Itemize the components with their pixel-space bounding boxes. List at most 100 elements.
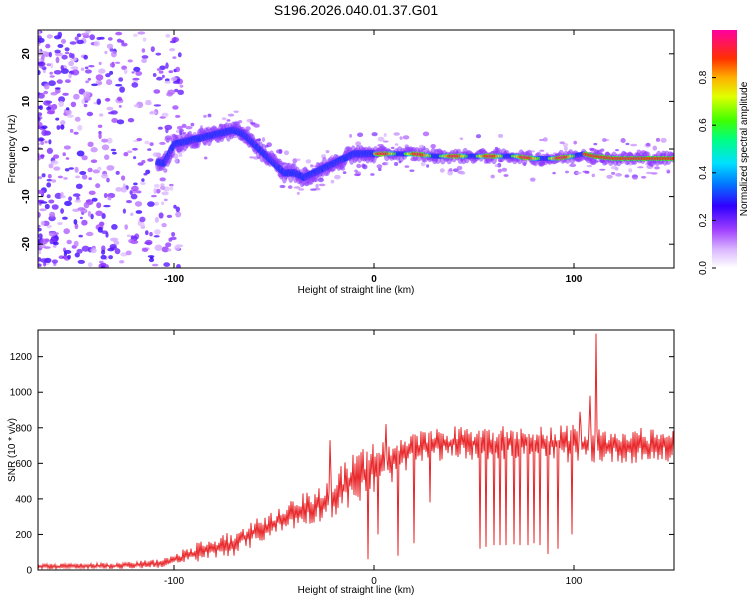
spectrogram-noise-blob bbox=[153, 89, 161, 94]
snr-ylabel: SNR (10 * v/v) bbox=[7, 418, 18, 482]
spectrogram-halo-blob bbox=[278, 149, 283, 154]
spectrogram-noise-blob bbox=[62, 216, 68, 220]
spectrogram-noise-blob bbox=[87, 167, 93, 173]
spectrogram-noise-blob bbox=[139, 216, 146, 223]
spectrogram-noise-blob bbox=[106, 165, 115, 171]
spectrogram-noise-blob bbox=[89, 34, 95, 41]
spectrogram-noise-blob bbox=[165, 242, 172, 248]
spectrogram-noise-blob bbox=[45, 43, 51, 49]
spectrogram-noise-blob bbox=[147, 158, 154, 162]
snr-frame bbox=[37, 329, 675, 571]
spectrogram-noise-blob bbox=[51, 204, 59, 210]
spectrogram-noise-blob bbox=[72, 193, 81, 197]
spectrogram-noise-blob bbox=[69, 128, 74, 133]
spectrogram-noise-blob bbox=[153, 183, 160, 188]
snr-xtick-label: 100 bbox=[566, 576, 583, 587]
spectrogram-noise-blob bbox=[135, 210, 143, 214]
spectrogram-noise-blob bbox=[101, 230, 108, 234]
spectrogram-halo-blob bbox=[354, 169, 358, 173]
spectrogram-noise-blob bbox=[125, 250, 132, 256]
spectrogram-halo-blob bbox=[377, 136, 385, 142]
spectrogram-noise-blob bbox=[73, 131, 79, 135]
spectrogram-noise-blob bbox=[127, 150, 133, 153]
spectrogram-noise-blob bbox=[141, 55, 149, 59]
spectrogram-halo-blob bbox=[620, 138, 626, 143]
spectrogram-halo-blob bbox=[334, 174, 341, 180]
spectrogram-halo-blob bbox=[589, 147, 595, 151]
spectrogram-noise-blob bbox=[115, 187, 123, 192]
spectrogram-noise-blob bbox=[169, 40, 176, 44]
spectrogram-noise-blob bbox=[160, 183, 165, 187]
spectrogram-noise-blob bbox=[153, 235, 160, 238]
spectrogram-noise-blob bbox=[54, 87, 61, 90]
spectrogram-noise-blob bbox=[90, 159, 98, 163]
spectrogram-noise-blob bbox=[104, 154, 110, 160]
spectrogram-noise-blob bbox=[46, 110, 55, 115]
spectrogram-noise-blob bbox=[62, 152, 66, 157]
spectrogram-noise-blob bbox=[123, 68, 128, 75]
spectrogram-noise-blob bbox=[98, 68, 106, 74]
spectrogram-halo-blob bbox=[394, 143, 399, 146]
spectrogram-noise-blob bbox=[141, 48, 146, 53]
spectrogram-noise-blob bbox=[38, 121, 43, 128]
spectrogram-ytick-label: 20 bbox=[21, 48, 32, 60]
colorbar-label: Normalized spectral amplitude bbox=[739, 81, 750, 216]
spectrogram-noise-blob bbox=[179, 84, 184, 88]
spectrogram-noise-blob bbox=[87, 262, 93, 268]
spectrogram-noise-blob bbox=[68, 167, 74, 170]
spectrogram-noise-blob bbox=[106, 137, 113, 144]
spectrogram-halo-blob bbox=[610, 165, 618, 170]
spectrogram-image bbox=[38, 30, 674, 268]
spectrogram-halo-blob bbox=[250, 122, 256, 125]
spectrogram-noise-blob bbox=[82, 91, 91, 98]
spectrogram-noise-blob bbox=[165, 33, 171, 38]
spectrogram-noise-blob bbox=[168, 70, 174, 74]
spectrogram-noise-blob bbox=[81, 98, 85, 105]
spectrogram-noise-blob bbox=[38, 48, 41, 52]
spectrogram-halo-blob bbox=[422, 131, 430, 137]
spectrogram-noise-blob bbox=[149, 142, 154, 147]
spectrogram-noise-blob bbox=[130, 212, 134, 216]
spectrogram-noise-blob bbox=[90, 213, 94, 220]
spectrogram-halo-blob bbox=[310, 188, 317, 191]
spectrogram-noise-blob bbox=[38, 176, 43, 180]
spectrogram-noise-blob bbox=[68, 60, 74, 67]
spectrogram-noise-blob bbox=[133, 66, 141, 72]
spectrogram-halo-blob bbox=[185, 126, 193, 130]
spectrogram-noise-blob bbox=[147, 148, 152, 151]
spectrogram-halo-blob bbox=[447, 170, 453, 176]
spectrogram-halo-blob bbox=[159, 141, 166, 145]
spectrogram-noise-blob bbox=[40, 238, 48, 245]
spectrogram-noise-blob bbox=[109, 62, 116, 68]
spectrogram-noise-blob bbox=[87, 210, 92, 217]
spectrogram-noise-blob bbox=[43, 83, 50, 90]
spectrogram-halo-blob bbox=[356, 163, 362, 169]
spectrogram-noise-blob bbox=[133, 182, 138, 186]
colorbar-gradient bbox=[712, 30, 737, 268]
spectrogram-halo-blob bbox=[452, 168, 459, 172]
spectrogram-noise-blob bbox=[38, 263, 42, 267]
spectrogram-noise-blob bbox=[106, 106, 114, 111]
spectrogram-noise-blob bbox=[99, 36, 105, 40]
spectrogram-noise-blob bbox=[140, 181, 146, 186]
spectrogram-halo-blob bbox=[606, 174, 613, 179]
spectrogram-noise-blob bbox=[53, 154, 60, 159]
spectrogram-noise-blob bbox=[97, 166, 102, 171]
spectrogram-noise-blob bbox=[40, 154, 44, 160]
spectrogram-noise-blob bbox=[175, 114, 181, 118]
spectrogram-halo-blob bbox=[382, 140, 389, 143]
spectrogram-noise-blob bbox=[121, 175, 126, 181]
spectrogram-noise-blob bbox=[49, 75, 55, 78]
spectrogram-noise-blob bbox=[161, 246, 169, 253]
spectrogram-noise-blob bbox=[171, 232, 176, 237]
spectrogram-halo-blob bbox=[624, 174, 630, 178]
spectrogram-noise-blob bbox=[158, 212, 164, 219]
spectrogram-noise-blob bbox=[47, 174, 52, 179]
spectrogram-halo-blob bbox=[298, 188, 305, 191]
spectrogram-noise-blob bbox=[154, 201, 159, 206]
spectrogram-halo-blob bbox=[426, 164, 430, 168]
spectrogram-noise-blob bbox=[118, 104, 122, 108]
spectrogram-noise-blob bbox=[52, 241, 59, 246]
spectrogram-halo-blob bbox=[652, 145, 658, 151]
